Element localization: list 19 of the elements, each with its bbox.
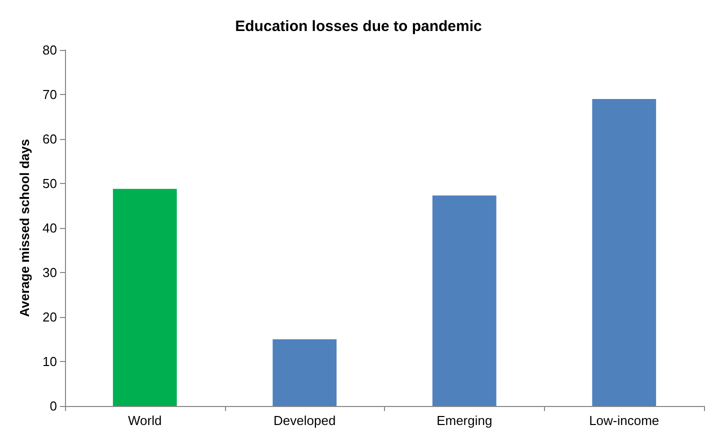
chart-title: Education losses due to pandemic	[235, 18, 482, 35]
y-tick-label: 70	[42, 87, 57, 102]
y-tick-label: 40	[42, 220, 57, 236]
y-axis-title: Average missed school days	[17, 139, 32, 317]
bar	[592, 98, 656, 406]
bar	[112, 188, 177, 406]
x-tick-label: Low-income	[589, 413, 660, 428]
y-tick-label: 20	[42, 310, 57, 324]
y-tick-label: 50	[42, 176, 57, 191]
y-tick-label: 0	[50, 398, 57, 414]
y-tick-label: 10	[42, 354, 57, 369]
bar	[432, 196, 496, 406]
x-tick-label: Emerging	[436, 413, 492, 428]
x-tick-label: World	[128, 413, 162, 428]
bar	[272, 339, 337, 406]
y-tick-label: 60	[42, 132, 57, 146]
x-tick-label: Developed	[274, 413, 336, 428]
y-tick-label: 30	[42, 265, 57, 280]
y-tick-label: 80	[42, 42, 57, 58]
